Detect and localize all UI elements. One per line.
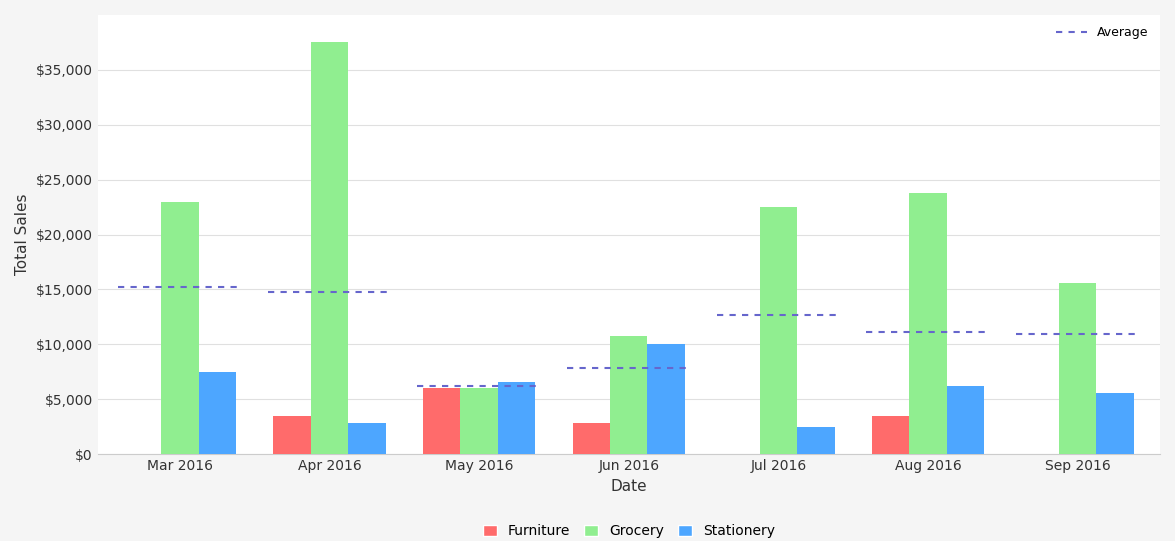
- Bar: [348, 424, 385, 454]
- Bar: [872, 415, 909, 454]
- Bar: [199, 372, 236, 454]
- Bar: [1096, 393, 1134, 454]
- Bar: [572, 424, 610, 454]
- Bar: [498, 381, 536, 454]
- Y-axis label: Total Sales: Total Sales: [15, 194, 31, 275]
- Bar: [610, 335, 647, 454]
- X-axis label: Date: Date: [611, 479, 647, 493]
- Bar: [461, 388, 498, 454]
- Bar: [310, 42, 348, 454]
- Bar: [947, 386, 985, 454]
- Bar: [797, 427, 834, 454]
- Bar: [647, 344, 685, 454]
- Bar: [760, 207, 797, 454]
- Legend: Average: Average: [1050, 21, 1154, 44]
- Bar: [161, 202, 199, 454]
- Bar: [423, 388, 461, 454]
- Bar: [274, 415, 310, 454]
- Bar: [909, 193, 947, 454]
- Bar: [1059, 283, 1096, 454]
